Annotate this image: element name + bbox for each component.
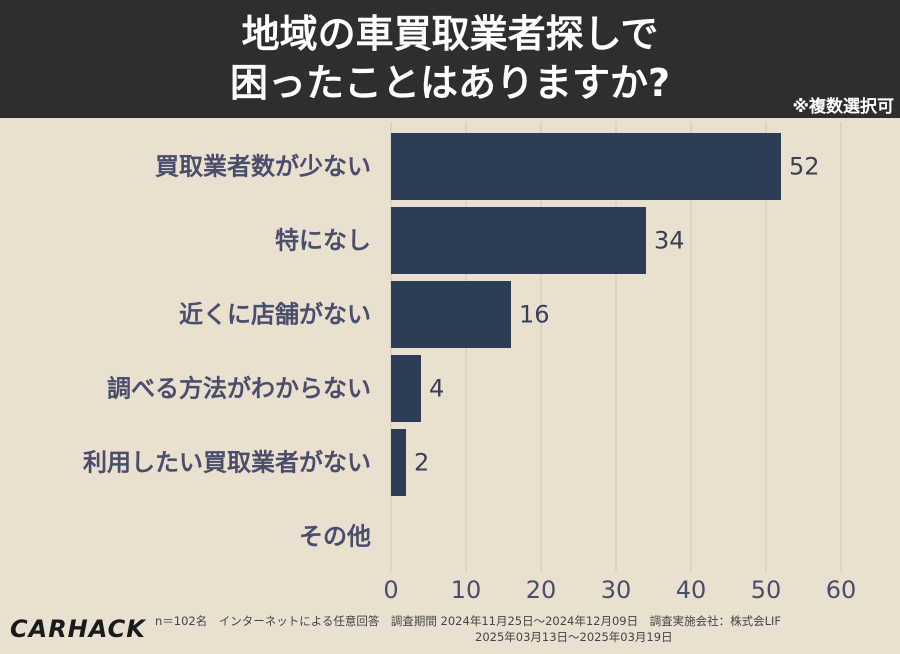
x-tick-label: 40	[676, 576, 707, 604]
x-tick-label: 20	[526, 576, 557, 604]
x-tick-label: 10	[451, 576, 482, 604]
chart-title-line-2: 困ったことはありますか?	[229, 61, 671, 105]
value-label: 52	[789, 153, 820, 181]
value-label: 34	[654, 227, 685, 255]
category-label: 近くに店舗がない	[179, 301, 371, 329]
x-tick-label: 50	[751, 576, 782, 604]
carhack-logo: CARHACK	[10, 615, 146, 643]
x-tick-label: 30	[601, 576, 632, 604]
chart-title-line-1: 地域の車買取業者探しで	[241, 12, 659, 56]
value-label: 16	[519, 301, 550, 329]
bar	[391, 281, 511, 348]
category-label: その他	[299, 523, 371, 551]
footnote-line-1: n＝102名 インターネットによる任意回答 調査期間 2024年11月25日〜2…	[155, 614, 782, 628]
x-tick-label: 0	[383, 576, 398, 604]
value-label: 2	[414, 449, 429, 477]
category-label: 買取業者数が少ない	[155, 153, 371, 181]
survey-footnote: n＝102名 インターネットによる任意回答 調査期間 2024年11月25日〜2…	[155, 613, 895, 645]
multiple-choice-note: ※複数選択可	[792, 97, 894, 117]
x-tick-label: 60	[826, 576, 857, 604]
category-label: 特になし	[275, 227, 371, 255]
category-label: 調べる方法がわからない	[107, 375, 371, 403]
bar	[391, 207, 646, 274]
bar	[391, 355, 421, 422]
title-banner: 地域の車買取業者探しで 困ったことはありますか? ※複数選択可	[0, 0, 900, 118]
bar	[391, 133, 781, 200]
category-label: 利用したい買取業者がない	[83, 449, 371, 477]
footnote-line-2: 2025年03月13日〜2025年03月19日	[475, 630, 673, 644]
bar	[391, 429, 406, 496]
value-label: 4	[429, 375, 444, 403]
